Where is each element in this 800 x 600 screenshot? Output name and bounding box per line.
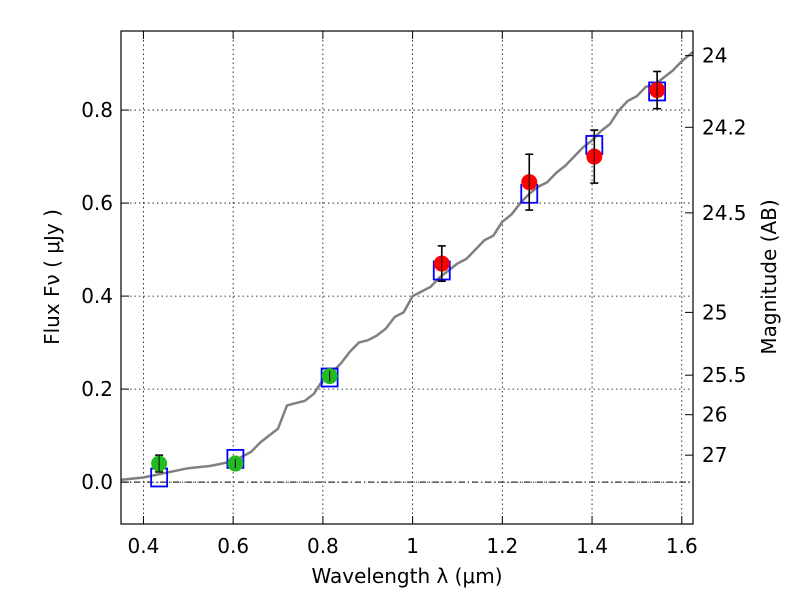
axis-ticks: [121, 31, 693, 524]
right-axis-label: Magnitude (AB): [757, 199, 781, 354]
x-tick-label: 0.4: [128, 534, 160, 558]
right-tick-label: 24: [702, 44, 727, 68]
right-tick-label: 27: [702, 443, 727, 467]
x-axis-label: Wavelength λ (μm): [311, 564, 502, 588]
y-tick-label: 0.8: [81, 98, 113, 122]
right-magnitude-tick-labels: 24 24.2 24.5 25 25.5 26 27: [702, 44, 747, 468]
error-bars: [155, 70, 662, 473]
right-tick-label: 25.5: [702, 363, 747, 387]
model-spectrum: [121, 50, 693, 482]
y-tick-label: 0.6: [81, 191, 113, 215]
x-tick-label: 1: [406, 534, 419, 558]
x-tick-label: 1.6: [666, 534, 698, 558]
x-tick-label: 0.8: [307, 534, 339, 558]
x-tick-label: 0.6: [217, 534, 249, 558]
observed-points: [151, 71, 666, 472]
y-tick-label: 0.0: [81, 470, 113, 494]
right-tick-label: 26: [702, 403, 727, 427]
y-tick-labels: 0.0 0.2 0.4 0.6 0.8: [81, 98, 113, 494]
plot-frame: [120, 30, 694, 525]
y-tick-label: 0.4: [81, 284, 113, 308]
x-tick-label: 1.4: [576, 534, 608, 558]
y-tick-label: 0.2: [81, 377, 113, 401]
y-axis-label: Flux Fν ( μJy ): [40, 209, 64, 345]
model-spectrum-line: [121, 50, 693, 482]
grid-lines: [121, 31, 693, 524]
right-tick-label: 24.2: [702, 115, 747, 139]
x-tick-label: 1.2: [486, 534, 518, 558]
right-tick-label: 25: [702, 300, 727, 324]
right-tick-label: 24.5: [702, 201, 747, 225]
x-tick-labels: 0.4 0.6 0.8 1 1.2 1.4 1.6: [128, 534, 698, 558]
